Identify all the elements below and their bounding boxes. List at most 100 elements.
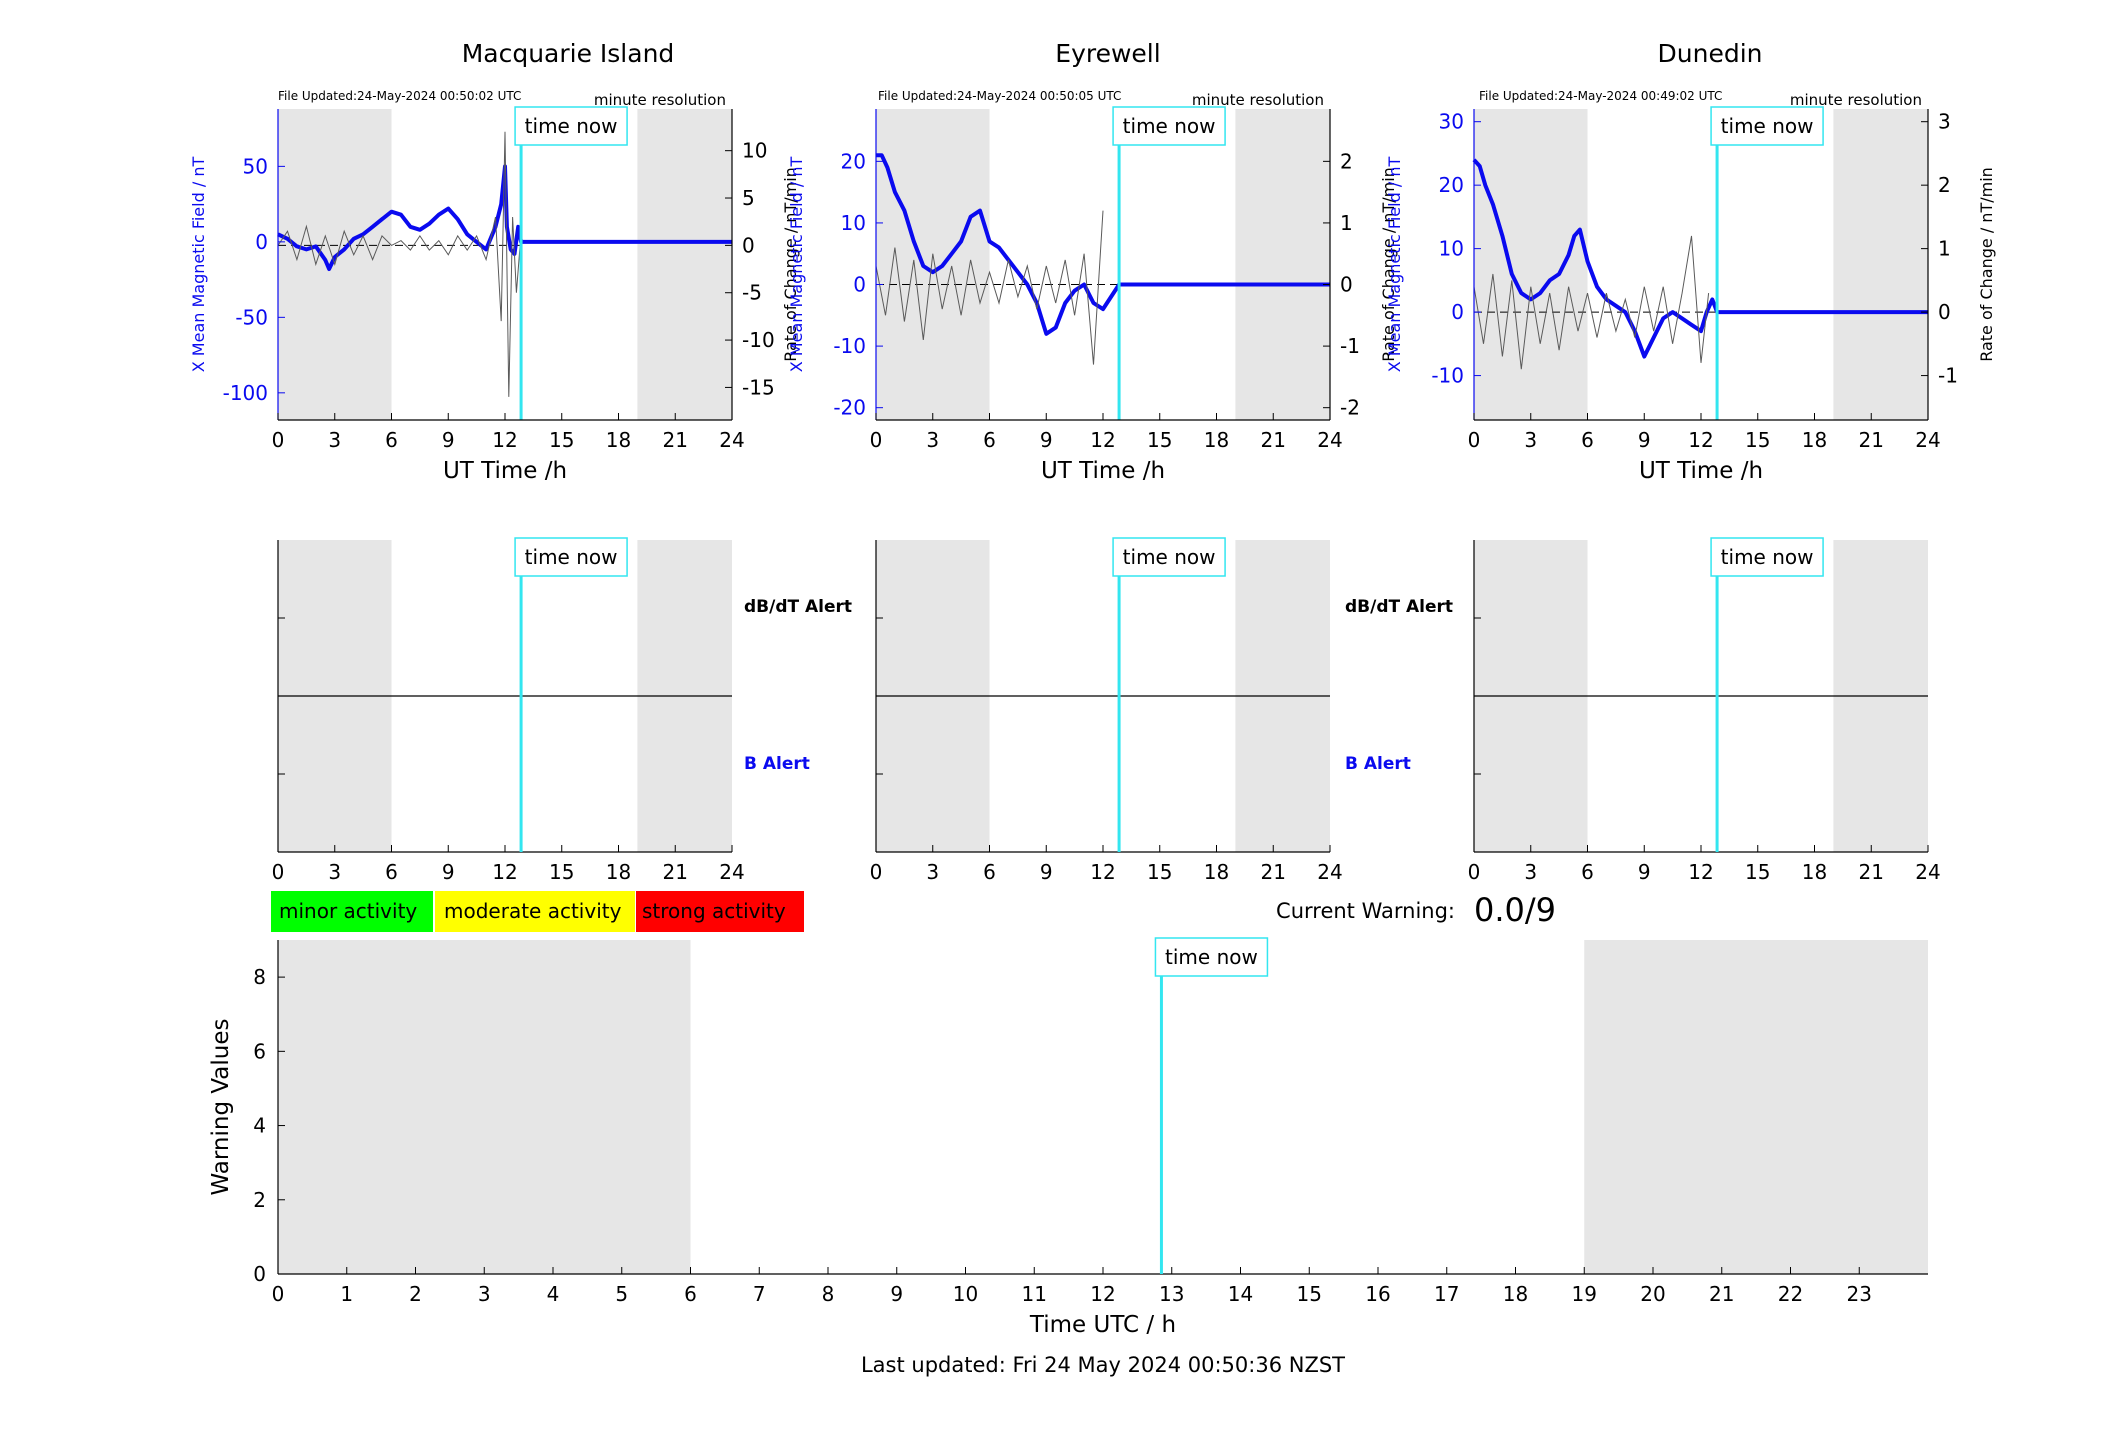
alert-panel-dunedin: 0 3 6 9 12 15 18 21 24 time now xyxy=(1468,537,1941,884)
x-tick-label: 18 xyxy=(606,428,631,452)
alert-chart-dunedin: 0 3 6 9 12 15 18 21 24 time now xyxy=(1468,537,1941,884)
current-warning: Current Warning: 0.0/9 xyxy=(1276,891,1556,929)
x-axis-title: UT Time /h xyxy=(443,458,567,484)
y-tick-label: 4 xyxy=(253,1114,266,1138)
y-axis-title: X Mean Magnetic Field / nT xyxy=(787,157,806,373)
y-tick-label: -100 xyxy=(223,381,268,405)
x-tick-label: 0 xyxy=(1468,428,1481,452)
x-tick-label: 0 xyxy=(272,428,285,452)
night-shade xyxy=(1584,940,1928,1274)
x-tick-label: 24 xyxy=(719,428,744,452)
x-axis-title: UT Time /h xyxy=(1639,458,1763,484)
x-tick-label: 11 xyxy=(1022,1282,1047,1306)
x-tick-label: 15 xyxy=(1297,1282,1322,1306)
time-now-box xyxy=(1112,537,1226,577)
y2-tick-label: -1 xyxy=(1938,364,1958,388)
x-tick-label: 18 xyxy=(1802,860,1827,884)
night-shade xyxy=(1474,109,1588,420)
x-tick-label: 18 xyxy=(1503,1282,1528,1306)
x-tick-label: 10 xyxy=(953,1282,978,1306)
x-tick-label: 21 xyxy=(1859,860,1884,884)
x-tick-label: 21 xyxy=(663,428,688,452)
time-now-box xyxy=(1112,106,1226,146)
legend-minor-swatch xyxy=(271,891,433,932)
b-alert-label: B Alert xyxy=(744,754,810,774)
alert-panel-macquarie: 0 3 6 9 12 15 18 21 24 time now dB/dT Alert B Ale… xyxy=(272,537,852,884)
x-tick-label: 24 xyxy=(1915,428,1940,452)
legend-minor-label: minor activity xyxy=(279,899,417,923)
x-tick-label: 23 xyxy=(1847,1282,1872,1306)
y2-tick-label: -10 xyxy=(742,328,775,352)
x-tick-label: 22 xyxy=(1778,1282,1803,1306)
x-tick-label: 6 xyxy=(983,428,996,452)
dbdt-alert-label: dB/dT Alert xyxy=(1345,597,1453,617)
rate-of-change-line xyxy=(277,131,521,397)
y-tick-label: 10 xyxy=(1439,237,1464,261)
current-warning-label: Current Warning: xyxy=(1276,899,1455,923)
x-tick-label: 24 xyxy=(719,860,744,884)
last-updated-label: Last updated: Fri 24 May 2024 00:50:36 N… xyxy=(861,1353,1345,1377)
y-tick-label: 0 xyxy=(253,1262,266,1286)
time-now-label: time now xyxy=(525,545,618,569)
night-shade xyxy=(637,109,732,420)
x-tick-label: 6 xyxy=(1581,860,1594,884)
panel-macquarie: Macquarie Island File Updated:24-May-202… xyxy=(189,39,800,484)
night-shade xyxy=(278,940,691,1274)
file-updated-label: File Updated:24-May-2024 00:49:02 UTC xyxy=(1479,89,1722,103)
time-now-label: time now xyxy=(525,114,618,138)
legend-strong-swatch xyxy=(636,891,804,932)
y-tick-label: 30 xyxy=(1439,110,1464,134)
dbdt-alert-label: dB/dT Alert xyxy=(744,597,852,617)
y-tick-label: 20 xyxy=(1439,173,1464,197)
y-tick-label: -10 xyxy=(833,334,866,358)
x-tick-label: 18 xyxy=(1204,428,1229,452)
x-tick-label: 21 xyxy=(1261,428,1286,452)
x-tick-label: 7 xyxy=(753,1282,766,1306)
y2-axis-title: Rate of Change / nT/min xyxy=(781,167,800,362)
alert-panel-eyrewell: 0 3 6 9 12 15 18 21 24 time now dB/dT Alert B Ale… xyxy=(870,537,1453,884)
x-tick-label: 4 xyxy=(547,1282,560,1306)
y-tick-label: 20 xyxy=(841,149,866,173)
x-tick-label: 13 xyxy=(1159,1282,1184,1306)
y-axis-title: X Mean Magnetic Field / nT xyxy=(189,157,208,373)
x-tick-label: 9 xyxy=(1040,428,1053,452)
y2-tick-label: 3 xyxy=(1938,110,1951,134)
x-tick-label: 3 xyxy=(926,428,939,452)
legend-moderate-swatch xyxy=(435,891,635,932)
x-tick-label: 21 xyxy=(663,860,688,884)
file-updated-label: File Updated:24-May-2024 00:50:02 UTC xyxy=(278,89,521,103)
x-tick-label: 19 xyxy=(1572,1282,1597,1306)
x-tick-label: 21 xyxy=(1709,1282,1734,1306)
file-updated-label: File Updated:24-May-2024 00:50:05 UTC xyxy=(878,89,1121,103)
x-tick-label: 15 xyxy=(1147,860,1172,884)
x-tick-label: 2 xyxy=(409,1282,422,1306)
time-now-box xyxy=(1710,106,1824,146)
y2-tick-label: -2 xyxy=(1340,396,1360,420)
y2-tick-label: 2 xyxy=(1938,173,1951,197)
resolution-label: minute resolution xyxy=(1790,91,1922,109)
alert-chart-eyrewell: 0 3 6 9 12 15 18 21 24 time now xyxy=(870,537,1343,884)
panel-eyrewell: Eyrewell File Updated:24-May-2024 00:50:… xyxy=(787,39,1398,484)
y2-tick-label: 0 xyxy=(1938,300,1951,324)
y2-tick-label: 1 xyxy=(1938,237,1951,261)
x-tick-label: 12 xyxy=(492,428,517,452)
legend-moderate-label: moderate activity xyxy=(444,899,622,923)
x-tick-label: 0 xyxy=(272,860,285,884)
x-tick-label: 12 xyxy=(492,860,517,884)
x-tick-label: 9 xyxy=(1638,860,1651,884)
x-tick-label: 24 xyxy=(1317,428,1342,452)
x-tick-label: 3 xyxy=(926,860,939,884)
time-now-label: time now xyxy=(1165,945,1258,969)
x-tick-label: 9 xyxy=(1040,860,1053,884)
night-shade xyxy=(1833,109,1928,420)
night-shade xyxy=(1235,109,1330,420)
y-tick-label: 10 xyxy=(841,211,866,235)
x-tick-label: 24 xyxy=(1915,860,1940,884)
x-tick-label: 15 xyxy=(1745,860,1770,884)
x-tick-label: 15 xyxy=(1147,428,1172,452)
x-tick-label: 9 xyxy=(1638,428,1651,452)
y2-tick-label: 0 xyxy=(742,233,755,257)
x-tick-label: 12 xyxy=(1090,860,1115,884)
x-tick-label: 6 xyxy=(983,860,996,884)
